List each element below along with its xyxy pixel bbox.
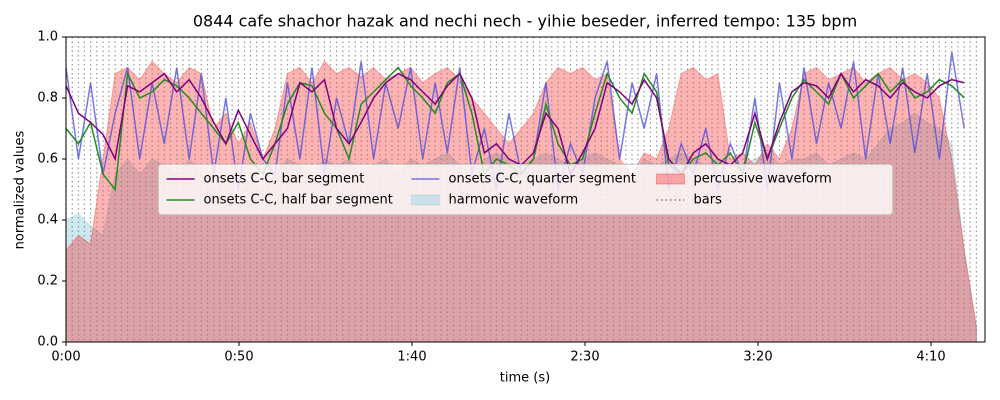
chart-title: 0844 cafe shachor hazak and nechi nech -…	[193, 12, 857, 31]
legend-label: onsets C-C, quarter segment	[449, 172, 636, 187]
x-tick-label: 2:30	[570, 350, 599, 365]
legend-label: percussive waveform	[694, 172, 832, 187]
y-tick-label: 0.8	[37, 91, 58, 106]
y-tick-label: 1.0	[37, 30, 58, 45]
x-tick-label: 3:20	[743, 350, 772, 365]
y-tick-label: 0.0	[37, 335, 58, 350]
legend-box	[158, 164, 893, 215]
line	[65, 52, 965, 190]
y-tick-label: 0.4	[37, 213, 58, 228]
y-tick-label: 0.2	[37, 274, 58, 289]
legend-swatch	[656, 173, 685, 185]
legend-swatch	[411, 194, 440, 206]
legend: onsets C-C, bar segment onsets C-C, half …	[158, 164, 893, 215]
x-axis-label: time (s)	[500, 371, 550, 386]
line	[65, 72, 965, 177]
x-tick-label: 4:10	[916, 350, 945, 365]
legend-label: onsets C-C, half bar segment	[204, 193, 393, 208]
x-tick-label: 0:50	[224, 350, 253, 365]
x-tick-label: 0:00	[51, 350, 80, 365]
x-tick-label: 1:40	[397, 350, 426, 365]
y-axis-label: normalized values	[13, 130, 28, 249]
legend-label: harmonic waveform	[449, 193, 579, 208]
legend-label: onsets C-C, bar segment	[204, 172, 365, 187]
legend-label: bars	[694, 193, 723, 208]
y-tick-label: 0.6	[37, 152, 58, 167]
plot-frame	[65, 36, 986, 343]
